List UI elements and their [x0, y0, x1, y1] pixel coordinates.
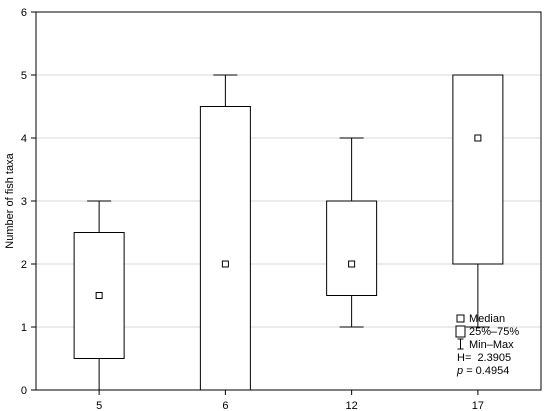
box-iqr	[73, 232, 125, 359]
y-tick-label: 2	[21, 259, 27, 271]
statistic-p-label: p	[456, 365, 463, 377]
x-tick-label: 6	[222, 400, 228, 411]
x-tick-label: 12	[346, 400, 358, 411]
box-iqr	[452, 74, 504, 265]
box-iqr	[326, 200, 378, 296]
y-tick-label: 4	[21, 133, 27, 145]
y-tick-label: 3	[21, 196, 27, 208]
legend-whisker-label: Min–Max	[469, 339, 514, 351]
legend: Median 25%–75% Min–Max H= 2.3905 p = 0.4…	[455, 313, 519, 377]
box-group-12	[326, 137, 378, 328]
statistic-h-label: H=	[457, 352, 471, 364]
statistic-p-value: = 0.4954	[466, 365, 509, 377]
statistic-h-value: 2.3905	[477, 352, 511, 364]
median-marker	[348, 260, 356, 268]
median-marker	[474, 134, 482, 142]
legend-median-marker	[456, 314, 465, 323]
legend-whisker-marker	[457, 338, 464, 350]
box-group-17	[452, 74, 504, 328]
box-group-6	[199, 74, 251, 391]
median-marker	[221, 260, 229, 268]
y-tick-label: 0	[21, 385, 27, 397]
y-tick-label: 5	[21, 70, 27, 82]
y-tick-label: 6	[21, 7, 27, 19]
x-tick-label: 5	[96, 400, 102, 411]
x-tick-label: 17	[472, 400, 484, 411]
box-group-5	[73, 200, 125, 391]
legend-box-marker	[455, 325, 466, 338]
legend-box-label: 25%–75%	[469, 326, 519, 338]
y-tick-label: 1	[21, 322, 27, 334]
median-marker	[95, 292, 103, 299]
box-iqr	[199, 106, 251, 391]
boxes	[73, 74, 504, 391]
y-axis-label: Number of fish taxa	[4, 152, 16, 248]
legend-median-label: Median	[469, 313, 505, 325]
statistic-p: p = 0.4954	[456, 365, 509, 377]
statistic-h: H= 2.3905	[457, 352, 511, 364]
